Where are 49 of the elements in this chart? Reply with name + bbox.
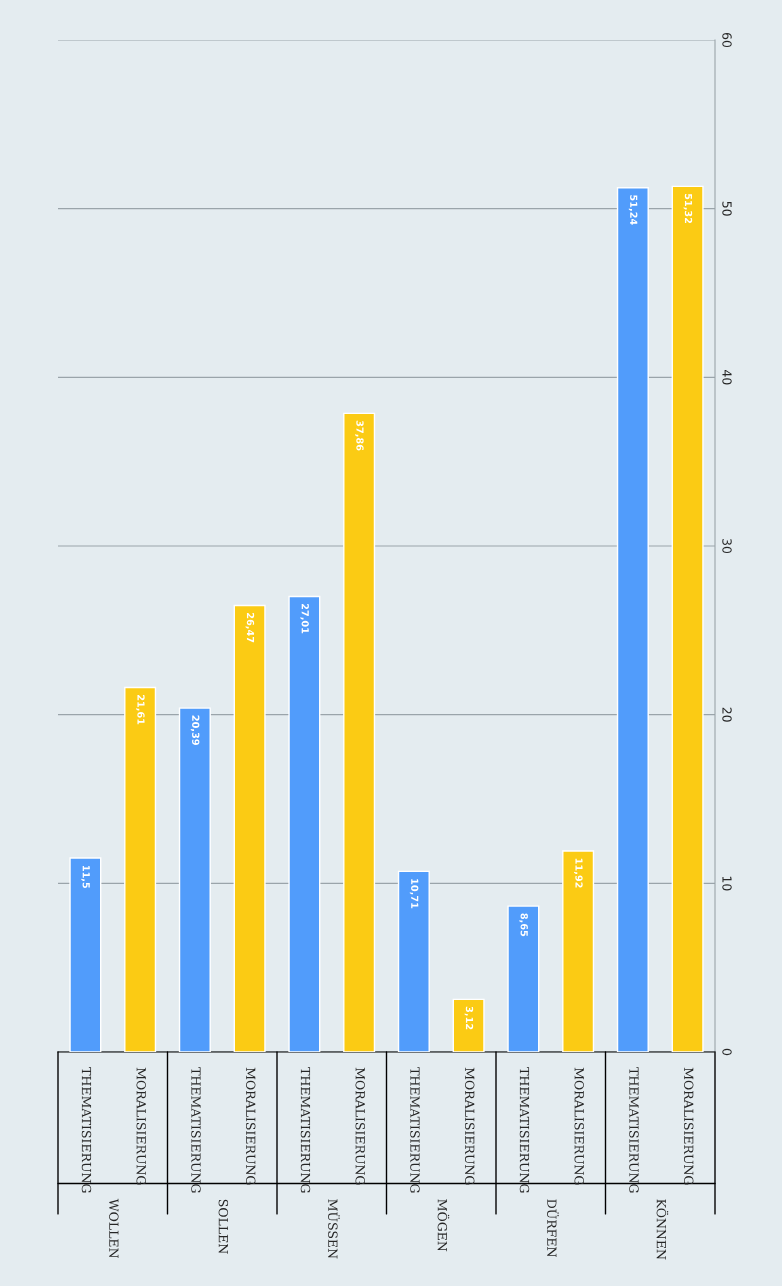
data-label: 11,92: [574, 858, 583, 888]
x-tick-label: MÜSSEN: [328, 1199, 340, 1259]
data-label: 21,61: [136, 695, 145, 725]
x-tick-label: WOLLEN: [109, 1198, 119, 1258]
text: MORALISIERUNG: [684, 1067, 694, 1185]
y-tick-label: 30: [722, 539, 732, 554]
text: MORALISIERUNG: [246, 1067, 256, 1185]
bar: [452, 998, 485, 1052]
bar: [397, 870, 430, 1052]
bar: [562, 850, 595, 1052]
bar: [616, 187, 649, 1052]
y-tick-label: 10: [722, 876, 732, 891]
text: THEMATISIERUNG: [81, 1067, 92, 1193]
x-tick-label: SOLLEN: [218, 1199, 229, 1254]
text: MORALISIERUNG: [574, 1067, 584, 1185]
bar: [124, 686, 157, 1052]
bar: [233, 604, 266, 1052]
bar: [343, 412, 376, 1052]
text: THEMATISIERUNG: [629, 1067, 639, 1193]
text: THEMATISIERUNG: [191, 1067, 201, 1193]
data-label: 10,71: [409, 879, 419, 909]
data-label: 51,32: [683, 193, 693, 224]
x-tick-label: DÜRFEN: [547, 1199, 559, 1257]
text: MORALISIERUNG: [136, 1067, 146, 1185]
x-tick-label: MÖGEN: [437, 1199, 450, 1252]
y-tick-label: 50: [722, 201, 732, 216]
y-tick-label: 20: [722, 707, 732, 722]
text: THEMATISIERUNG: [519, 1067, 530, 1193]
data-label: 20,39: [190, 715, 200, 745]
x-tick-label: KÖNNEN: [656, 1199, 669, 1260]
y-tick-label: 60: [722, 32, 732, 48]
text: THEMATISIERUNG: [410, 1067, 420, 1193]
data-label: 26,47: [245, 613, 255, 643]
data-label: 27,01: [300, 603, 309, 634]
text: MORALISIERUNG: [355, 1067, 365, 1185]
text: MORALISIERUNG: [465, 1067, 475, 1185]
bar: [178, 707, 211, 1052]
y-tick-label: 40: [722, 369, 732, 385]
data-label: 8,65: [519, 913, 528, 937]
text: THEMATISIERUNG: [300, 1067, 311, 1193]
data-label: 11,5: [81, 865, 90, 889]
data-label: 51,24: [628, 195, 638, 225]
data-label: 3,12: [464, 1006, 474, 1030]
bar: [69, 857, 102, 1052]
y-tick-label: 0: [722, 1048, 732, 1056]
data-label: 37,86: [355, 420, 364, 451]
bar: [671, 185, 704, 1052]
bar: [507, 905, 540, 1052]
bar: [288, 595, 321, 1052]
